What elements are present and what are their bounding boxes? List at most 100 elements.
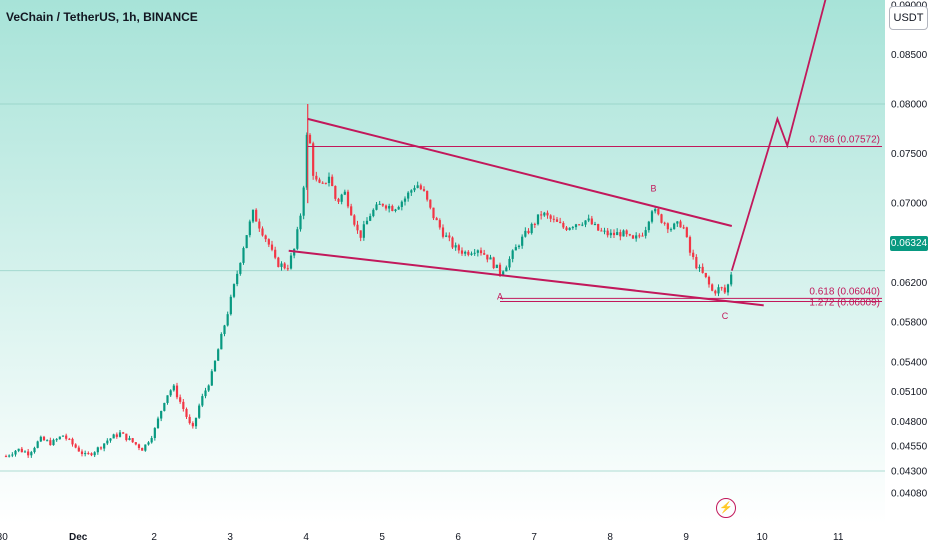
candle-body [242,248,245,263]
candle-body [438,220,441,228]
candle-body [337,198,340,202]
candle-body [198,405,201,418]
time-axis[interactable]: 30 Dec 2 3 4 5 6 7 8 9 10 11 [0,532,844,543]
candle-body [464,251,467,254]
candle-body [137,444,141,448]
candle-body [68,438,71,440]
currency-button[interactable]: USDT [889,6,928,30]
candle-body [631,235,635,239]
candle-body [36,441,39,448]
candle-body [39,436,42,442]
last-price-tag: 0.06324 [890,236,928,251]
candle-body [147,442,150,445]
price-axis[interactable]: 0.04080 0.04300 0.04550 0.04800 0.05100 0.054… [891,0,928,499]
candle-body [701,266,704,273]
candle-body [562,222,565,228]
candle-body [571,227,574,229]
candle-body [654,208,657,212]
candle-body [302,187,305,216]
price-tick-label: 0.09000 [891,0,928,11]
candle-body [612,232,616,236]
candle-body [204,390,207,397]
candle-body [590,218,593,225]
candle-body [723,287,726,293]
candle-body [8,455,11,457]
candle-body [378,203,381,205]
time-tick-label: 6 [455,532,461,543]
candle-body [194,417,198,427]
time-tick-label: 30 [0,532,8,543]
candle-body [682,227,685,229]
price-tick-label: 0.05400 [891,357,928,368]
candle-body [502,271,505,275]
candle-body [470,253,473,255]
candle-body [261,228,264,236]
candle-body [220,334,223,350]
candle-body [460,250,464,254]
candle-body [593,224,597,226]
candle-body [416,185,419,188]
candle-body [400,201,403,207]
candle-body [55,439,58,441]
candle-body [296,229,299,249]
candle-body [58,436,61,440]
candle-body [289,255,293,269]
candle-body [419,185,422,190]
candle-body [239,262,242,274]
candle-body [274,249,277,258]
candle-body [486,254,489,260]
candle-body [308,134,312,144]
candle-body [717,287,720,294]
candle-body [334,186,337,199]
time-tick-label: 8 [607,532,613,543]
candle-body [584,220,587,225]
candle-body [49,440,52,446]
candle-body [394,209,397,211]
candle-body [350,206,353,216]
candle-body [609,232,612,236]
price-tick-label: 0.04550 [891,442,928,453]
candle-body [201,396,204,406]
candle-body [115,434,118,437]
candle-body [628,234,631,236]
candle-body [166,395,169,403]
candle-body [128,438,131,441]
grid-lines [0,103,885,472]
candle-body [229,296,232,315]
price-tick-label: 0.04080 [891,488,928,499]
candle-body [96,447,99,453]
candle-body [559,221,562,223]
candle-body [391,205,394,211]
candle-body [508,258,511,268]
candle-body [448,235,451,238]
candle-body [407,192,410,199]
candle-body [118,432,122,437]
channel-bottom-line [288,249,764,307]
candle-body [489,257,492,260]
candle-body [131,438,134,443]
candle-body [540,214,543,216]
price-tick-label: 0.07500 [891,149,928,160]
candle-body [299,215,302,230]
candle-body [647,221,650,231]
price-tick-label: 0.08500 [891,50,928,61]
candle-body [125,433,128,441]
price-tick-label: 0.05800 [891,318,928,329]
lightning-bolt-icon[interactable]: ⚡ [716,498,736,518]
candle-body [207,385,210,391]
candle-body [720,287,723,289]
candle-body [286,268,289,270]
candle-body [226,314,229,326]
candle-body [343,191,346,195]
candle-body [232,284,236,297]
candle-body [641,235,644,237]
candle-body [730,274,733,285]
candle-body [23,451,27,453]
wave-label: A [497,291,503,301]
time-tick-label: 9 [683,532,689,543]
candle-body [600,230,603,232]
candle-body [666,223,669,230]
candle-body [435,218,438,221]
candle-body [318,179,321,183]
